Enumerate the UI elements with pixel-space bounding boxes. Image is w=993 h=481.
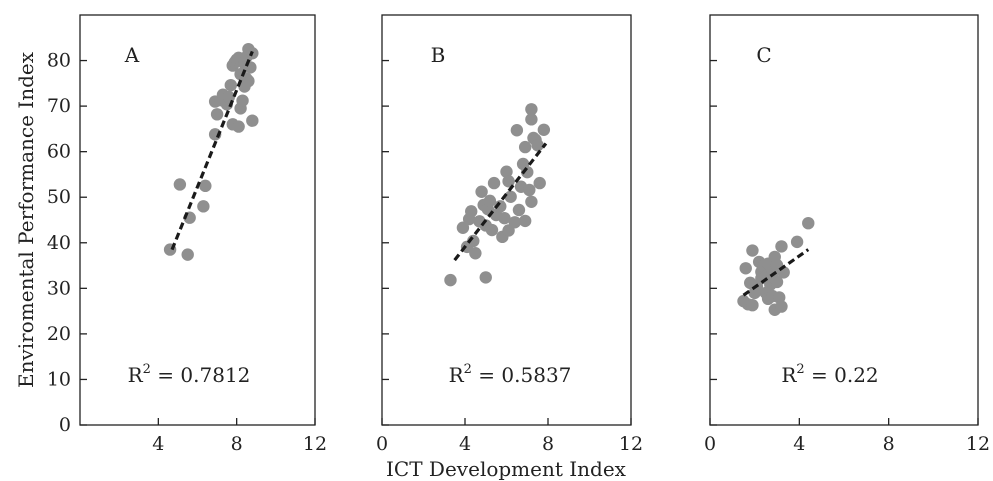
data-point [173,178,187,191]
r-squared-label: R2 = 0.7812 [128,362,251,387]
data-point [475,185,488,198]
data-point [525,113,538,126]
panel-label: A [124,43,140,67]
trend-line [453,142,548,262]
x-tick-label: 4 [793,433,805,455]
data-point [456,221,470,234]
data-point [775,240,788,253]
panel-frame [709,14,979,426]
data-point [465,205,478,218]
trend-line [742,248,810,297]
y-tick-label: 0 [59,414,71,436]
panel-a: 0 10 20 30 40 50 60 70 80 4 8 12 A R2 = 0.7812 [47,14,327,455]
data-point [775,300,788,313]
data-point [746,244,759,257]
r-squared-label: R2 = 0.22 [781,362,878,387]
data-point [181,248,194,261]
panel-frame [381,14,632,426]
data-point [537,123,551,136]
r-squared-label: R2 = 0.5837 [449,362,572,387]
y-tick-label: 40 [47,232,71,254]
x-axis-title: ICT Development Index [386,457,627,481]
data-point [236,94,249,107]
r-squared-sup: 2 [143,362,151,377]
y-tick-label: 30 [47,277,71,299]
data-point [487,176,501,190]
data-point [531,139,544,152]
data-point [746,298,759,312]
r-squared-base: R [449,363,465,387]
x-tick-label: 12 [966,433,990,455]
data-point [502,175,515,188]
data-point [770,275,784,289]
data-point [197,200,210,213]
data-point [479,271,492,284]
r-squared-value: = 0.7812 [151,363,250,387]
trend-line [170,50,254,251]
x-tick-label: 0 [376,433,388,455]
data-point [483,194,497,208]
x-tick-label: 8 [883,433,895,455]
r-squared-base: R [128,363,144,387]
x-tick-label: 12 [619,433,643,455]
panel-frame [79,14,316,426]
data-point [444,273,457,287]
panel-c: 0 4 8 12 C R2 = 0.22 [704,14,990,455]
data-point [199,179,212,193]
r-squared-sup: 2 [464,362,472,377]
y-tick-label: 20 [47,323,71,345]
r-squared-value: = 0.5837 [472,363,571,387]
data-point [469,247,482,260]
x-tick-label: 0 [704,433,716,455]
r-squared-value: = 0.22 [805,363,879,387]
data-point [518,140,532,154]
x-tick-label: 12 [303,433,327,455]
data-point [498,211,511,225]
data-point [510,124,524,137]
data-point [222,90,236,104]
y-tick-label: 60 [47,141,71,163]
data-point [739,262,752,275]
x-tick-label: 4 [152,433,164,455]
x-tick-label: 8 [542,433,554,455]
data-point [523,183,536,197]
x-tick-label: 4 [459,433,471,455]
r-squared-sup: 2 [796,362,804,377]
y-tick-label: 10 [47,368,71,390]
data-point [224,78,237,92]
data-point [485,223,499,237]
y-tick-label: 50 [47,186,71,208]
data-point [525,103,538,116]
data-point [802,216,815,230]
panel-label: B [431,43,446,67]
y-tick-label: 70 [47,95,71,117]
x-tick-label: 8 [231,433,243,455]
r-squared-base: R [781,363,797,387]
data-point [518,214,532,228]
data-point [500,165,513,178]
data-point [242,74,255,88]
panel-b: 0 4 8 12 B R2 = 0.5837 [376,14,643,455]
data-point [504,190,517,203]
panel-label: C [756,43,771,67]
data-point [512,203,526,217]
data-point [508,216,521,229]
data-point [246,114,259,127]
data-point [232,120,245,133]
y-axis-title: Enviromental Performance Index [14,51,38,388]
data-point [790,235,804,249]
data-point [525,195,538,208]
data-point [210,108,224,121]
data-point [533,176,546,190]
y-tick-label: 80 [47,50,71,72]
